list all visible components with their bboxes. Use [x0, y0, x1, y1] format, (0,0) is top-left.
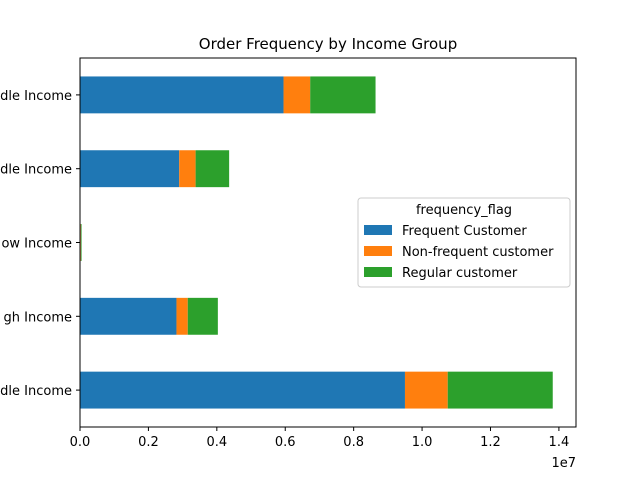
bar-segment: [283, 76, 311, 114]
plot-frame: [79, 57, 577, 428]
x-axis-offset-label: 1e7: [551, 456, 576, 471]
x-tick-label: 1.0: [412, 435, 433, 450]
bar-segment: [80, 371, 405, 409]
y-tick-label: gh Income: [4, 310, 72, 325]
x-axis: 0.0 0.2 0.4 0.6 0.8 1.0 1.2 1.4: [70, 427, 570, 450]
x-tick-label: 1.4: [549, 435, 570, 450]
legend-label: Regular customer: [402, 266, 518, 281]
bar-segment: [80, 76, 284, 114]
bar-segment: [310, 76, 376, 114]
bars-layer: [80, 76, 553, 409]
legend-box: [357, 197, 571, 288]
legend-label: Frequent Customer: [402, 224, 527, 239]
bar-segment: [404, 371, 448, 409]
bar-segment: [447, 371, 553, 409]
legend-label: Non-frequent customer: [402, 245, 554, 260]
x-tick-label: 0.6: [275, 435, 296, 450]
y-tick-label: ow Income: [1, 237, 72, 252]
bar-segment: [179, 150, 196, 188]
legend: frequency_flag Frequent Customer Non-frequ…: [357, 197, 571, 288]
x-tick-label: 1.2: [480, 435, 501, 450]
x-tick-label: 0.2: [138, 435, 159, 450]
chart-title: Order Frequency by Income Group: [199, 35, 457, 53]
bar-segment: [176, 297, 188, 335]
y-tick-label: dle Income: [0, 89, 72, 104]
bar-segment: [187, 297, 218, 335]
y-axis: dle Income gh Income ow Income dle Income dl…: [0, 89, 80, 399]
y-tick-label: dle Income: [0, 384, 72, 399]
legend-swatch: [364, 246, 392, 256]
y-tick-label: dle Income: [0, 163, 72, 178]
x-tick-label: 0.4: [206, 435, 227, 450]
legend-swatch: [364, 225, 392, 235]
x-tick-label: 0.0: [70, 435, 91, 450]
bar-segment: [195, 150, 230, 188]
legend-title: frequency_flag: [416, 203, 512, 218]
x-tick-label: 0.8: [343, 435, 364, 450]
bar-segment: [80, 224, 82, 261]
bar-segment: [80, 150, 180, 188]
legend-swatch: [364, 267, 392, 277]
bar-segment: [80, 297, 177, 335]
